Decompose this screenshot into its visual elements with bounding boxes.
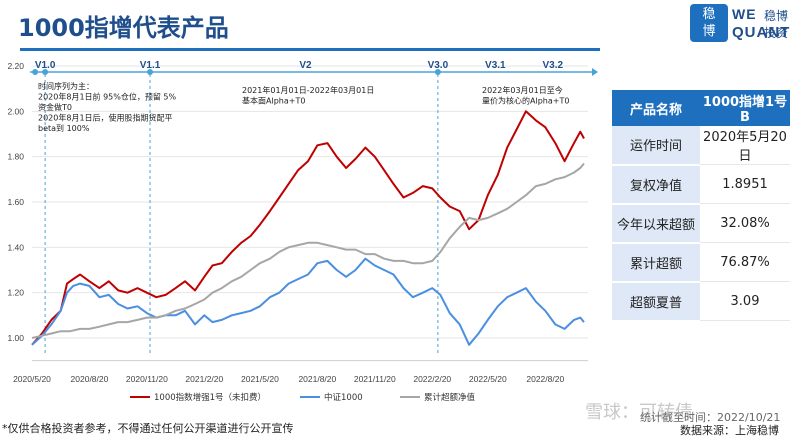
version-timeline: V1.0 V1.1 V2 V3.0 V3.1 V3.2	[30, 60, 598, 76]
version-label: V1.1	[140, 60, 161, 71]
table-row-value: 2020年5月20日	[700, 126, 790, 165]
y-tick-label: 2.20	[7, 61, 24, 71]
logo-badge-top: 稳	[702, 7, 716, 22]
annotation-v3-text: 2022年03月01日至今	[482, 85, 563, 95]
legend-label: 中证1000	[324, 392, 363, 403]
table-row: 运作时间 2020年5月20日	[612, 126, 790, 166]
logo-en-bottom: QUANT	[732, 24, 791, 41]
series-line	[31, 110, 585, 346]
annotation-v2-text: 基本面Alpha+T0	[242, 96, 305, 106]
series-line	[31, 162, 585, 339]
table-row-value: 32.08%	[700, 203, 790, 243]
x-tick-label: 2021/5/20	[241, 374, 279, 384]
version-timeline-arrow-icon	[592, 68, 598, 76]
y-axis-tick-labels: 1.00 1.20 1.40 1.60 1.80 2.00 2.20	[7, 61, 24, 343]
table-row-key: 运作时间	[612, 126, 700, 166]
chart-series	[31, 110, 585, 346]
annotation-v1-text: beta到 100%	[38, 124, 90, 133]
y-tick-label: 1.40	[7, 242, 24, 252]
table-row-value: 76.87%	[700, 242, 790, 282]
annotation-v1-text: 2020年8月1日后，使用股指期货配平	[38, 113, 173, 123]
table-row: 累计超额 76.87%	[612, 242, 790, 283]
page-title: 1000指增代表产品	[18, 14, 229, 42]
chart-background	[0, 52, 600, 420]
table-header-row: 产品名称 1000指增1号B	[612, 90, 790, 126]
annotation-v3-text: 量价为核心的Alpha+T0	[482, 96, 569, 106]
product-info-table: 产品名称 1000指增1号B 运作时间 2020年5月20日 复权净值 1.89…	[612, 90, 790, 322]
logo-en-top: WE	[732, 6, 757, 22]
title-underline	[20, 48, 600, 51]
annotation-v1-text: 资金做T0	[38, 102, 72, 112]
x-tick-label: 2020/11/20	[126, 374, 168, 384]
table-row-value: 1.8951	[700, 164, 790, 204]
version-label: V3.0	[428, 60, 449, 71]
version-timeline-dot	[42, 69, 49, 75]
y-tick-label: 1.20	[7, 288, 24, 298]
x-tick-label: 2021/2/20	[185, 374, 223, 384]
logo-badge-bottom: 博	[702, 24, 716, 39]
watermark: 雪球：可转债	[585, 402, 693, 423]
version-timeline-dot	[434, 69, 441, 75]
version-label: V3.2	[542, 60, 563, 71]
logo-badge: 稳 博	[690, 4, 728, 42]
watermark-date: 统计截至时间：2022/10/21	[640, 411, 781, 424]
version-label: V2	[299, 60, 312, 71]
series-line	[31, 257, 585, 346]
nav-line-chart: 1.001.201.401.601.802.002.20 2020/5/20 20…	[0, 52, 600, 420]
version-divider-lines	[44, 74, 439, 356]
x-tick-label: 2021/11/20	[354, 374, 396, 384]
version-label: V1.0	[35, 60, 56, 71]
x-tick-label: 2022/8/20	[526, 374, 564, 384]
table-row: 复权净值 1.8951	[612, 164, 790, 205]
annotation-v1-text: 2020年8月1日前 95%仓位，预留 5%	[38, 92, 176, 102]
legend-label: 累计超额净值	[424, 392, 476, 403]
x-tick-label: 2020/8/20	[71, 374, 109, 384]
table-row-value: 3.09	[700, 281, 790, 321]
version-timeline-dot	[32, 69, 39, 75]
y-tick-label: 2.00	[7, 106, 24, 116]
table-row-key: 今年以来超额	[612, 203, 700, 244]
chart-annotations: 时间序列为主：2020年8月1日前 95%仓位，预留 5%资金做T02020年8…	[38, 81, 569, 133]
x-axis-tick-labels: 2020/5/20 2020/8/20 2020/11/20 2021/2/20 202…	[13, 374, 564, 384]
table-row: 超额夏普 3.09	[612, 281, 790, 322]
table-row-key: 累计超额	[612, 242, 700, 283]
version-timeline-dot	[147, 69, 154, 75]
x-tick-label: 2022/5/20	[469, 374, 507, 384]
annotation-v2-text: 2021年01月01日-2022年03月01日	[242, 85, 374, 95]
table-header-value: 1000指增1号B	[700, 90, 790, 126]
table-header-key: 产品名称	[612, 90, 700, 126]
x-tick-label: 2020/5/20	[13, 374, 51, 384]
chart-legend: 1000指数增强1号（未扣费） 中证1000 累计超额净值	[130, 392, 476, 403]
company-logo: 稳 博 WE 稳博投资 QUANT	[690, 4, 798, 44]
data-source: 数据来源：上海稳博	[680, 424, 779, 437]
disclaimer-note: *仅供合格投资者参考，不得通过任何公开渠道进行公开宣传	[2, 422, 294, 435]
annotation-v1-text: 时间序列为主：	[38, 81, 94, 91]
table-row-key: 复权净值	[612, 164, 700, 205]
legend-label: 1000指数增强1号（未扣费）	[154, 392, 266, 403]
x-tick-label: 2022/2/20	[413, 374, 451, 384]
y-tick-label: 1.80	[7, 152, 24, 162]
version-label: V3.1	[485, 60, 506, 71]
table-row: 今年以来超额 32.08%	[612, 203, 790, 244]
logo-cn: 稳博投资	[764, 9, 789, 40]
y-tick-label: 1.00	[7, 333, 24, 343]
table-row-key: 超额夏普	[612, 281, 700, 322]
y-tick-label: 1.60	[7, 197, 24, 207]
x-tick-label: 2021/8/20	[298, 374, 336, 384]
